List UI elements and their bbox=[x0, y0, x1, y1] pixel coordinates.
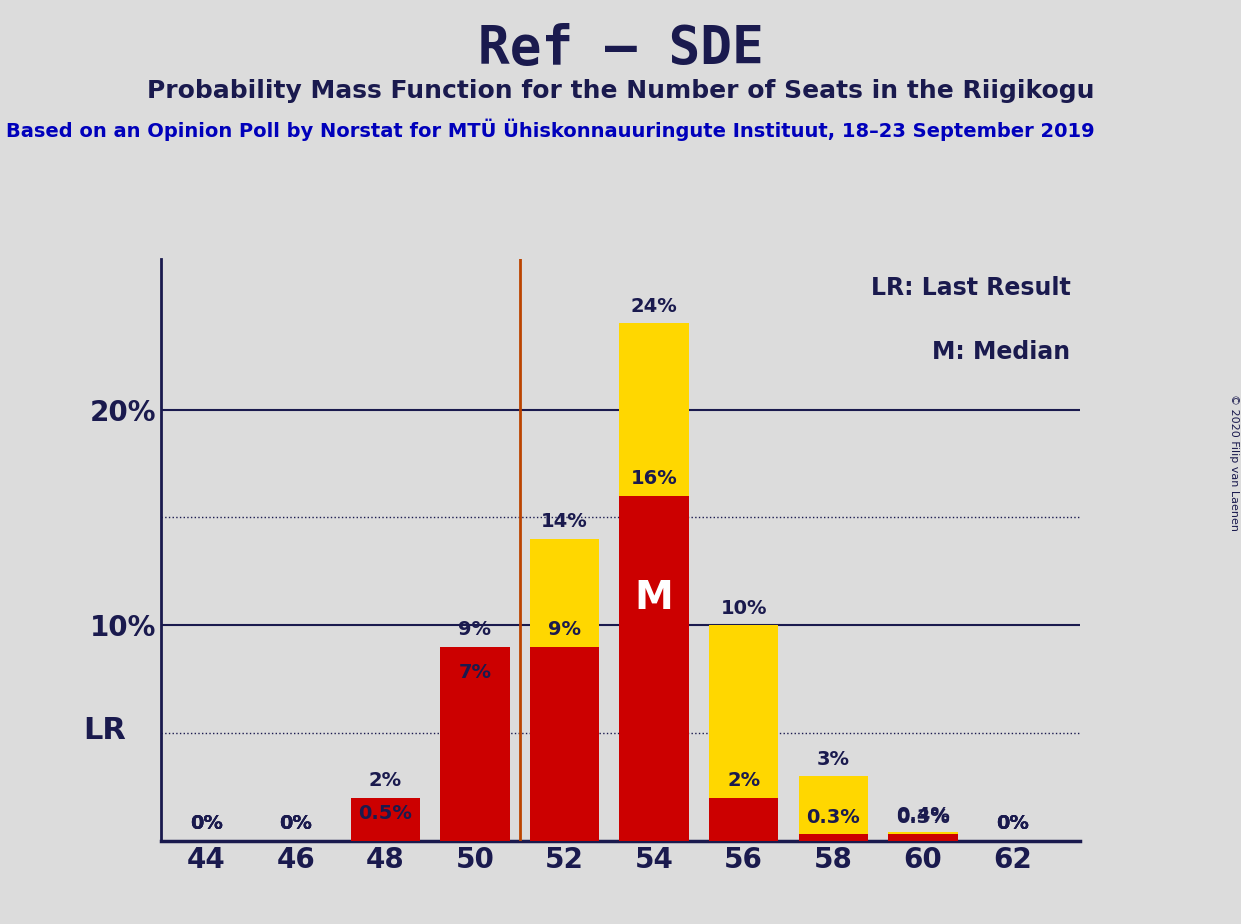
Bar bbox=[351, 797, 419, 841]
Text: Based on an Opinion Poll by Norstat for MTÜ Ühiskonnauuringute Instituut, 18–23 : Based on an Opinion Poll by Norstat for … bbox=[6, 118, 1095, 140]
Text: 0%: 0% bbox=[190, 814, 222, 833]
Text: 0%: 0% bbox=[997, 814, 1029, 833]
Text: 14%: 14% bbox=[541, 513, 588, 531]
Bar bbox=[619, 323, 689, 841]
Text: 7%: 7% bbox=[458, 663, 491, 682]
Bar bbox=[798, 834, 867, 841]
Text: 0.5%: 0.5% bbox=[359, 804, 412, 822]
Text: 16%: 16% bbox=[630, 469, 678, 488]
Bar bbox=[441, 647, 510, 841]
Bar bbox=[441, 690, 510, 841]
Bar bbox=[709, 626, 778, 841]
Text: M: M bbox=[634, 578, 674, 616]
Text: 0%: 0% bbox=[279, 814, 313, 833]
Text: 0%: 0% bbox=[279, 814, 313, 833]
Text: 0%: 0% bbox=[997, 814, 1029, 833]
Text: 0%: 0% bbox=[190, 814, 222, 833]
Text: © 2020 Filip van Laenen: © 2020 Filip van Laenen bbox=[1229, 394, 1239, 530]
Text: 10%: 10% bbox=[721, 599, 767, 618]
Text: 9%: 9% bbox=[458, 620, 491, 639]
Bar bbox=[798, 776, 867, 841]
Bar bbox=[889, 834, 958, 841]
Text: 9%: 9% bbox=[549, 620, 581, 639]
Bar bbox=[530, 539, 599, 841]
Text: Probability Mass Function for the Number of Seats in the Riigikogu: Probability Mass Function for the Number… bbox=[146, 79, 1095, 103]
Text: LR: Last Result: LR: Last Result bbox=[871, 276, 1071, 300]
Text: LR: LR bbox=[83, 716, 127, 745]
Bar bbox=[351, 830, 419, 841]
Bar bbox=[889, 833, 958, 841]
Bar bbox=[619, 496, 689, 841]
Bar bbox=[709, 797, 778, 841]
Text: 2%: 2% bbox=[727, 772, 761, 790]
Text: 0%: 0% bbox=[997, 814, 1029, 833]
Text: 0%: 0% bbox=[279, 814, 313, 833]
Bar bbox=[530, 647, 599, 841]
Text: 0.3%: 0.3% bbox=[896, 808, 949, 827]
Text: 3%: 3% bbox=[817, 749, 850, 769]
Text: Ref – SDE: Ref – SDE bbox=[478, 23, 763, 75]
Text: 24%: 24% bbox=[630, 297, 678, 316]
Text: 0.4%: 0.4% bbox=[896, 806, 949, 824]
Text: 0.3%: 0.3% bbox=[807, 808, 860, 827]
Text: M: Median: M: Median bbox=[932, 340, 1071, 364]
Text: 0%: 0% bbox=[190, 814, 222, 833]
Text: 2%: 2% bbox=[369, 772, 402, 790]
